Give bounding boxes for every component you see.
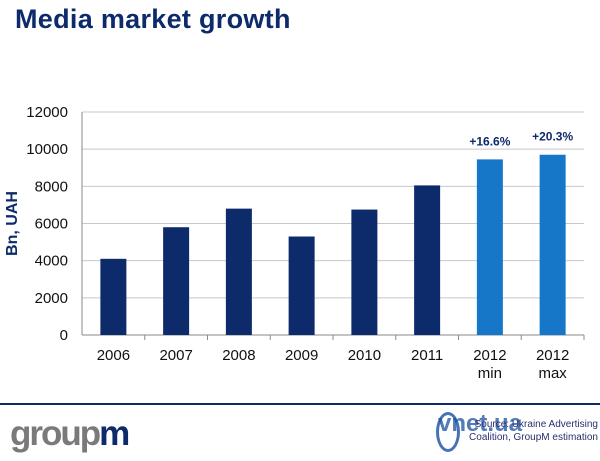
x-tick-label: 2008 — [222, 347, 255, 364]
bar — [414, 185, 441, 335]
x-tick-label: min — [478, 365, 502, 382]
y-tick-label: 8000 — [35, 178, 68, 195]
x-tick-label: 2009 — [285, 347, 318, 364]
y-axis-title: Bn, UAH — [4, 191, 21, 256]
source-block: vnet.ua Source: Ukraine Advertising Coal… — [436, 410, 598, 456]
x-tick-label: 2007 — [159, 347, 192, 364]
vnet-logo-icon — [436, 412, 460, 452]
y-tick-label: 0 — [60, 327, 68, 344]
data-label: +20.3% — [532, 130, 573, 144]
bar — [163, 227, 190, 335]
bar — [288, 236, 315, 335]
bar — [351, 209, 378, 335]
groupm-logo-text: group — [10, 414, 101, 453]
x-tick-label: 2012 — [473, 347, 506, 364]
source-note: Source: Ukraine Advertising Coalition, G… — [469, 419, 598, 443]
x-tick-label: max — [538, 365, 567, 382]
y-tick-label: 2000 — [35, 290, 68, 307]
groupm-logo: groupm — [10, 414, 130, 454]
footer-divider — [0, 403, 600, 405]
x-tick-label: 2006 — [97, 347, 130, 364]
y-tick-label: 6000 — [35, 216, 68, 233]
bar — [100, 258, 127, 335]
vnet-logo: vnet.ua — [438, 410, 523, 437]
y-tick-label: 4000 — [35, 253, 68, 270]
y-tick-label: 12000 — [26, 104, 68, 121]
y-tick-label: 10000 — [26, 141, 68, 158]
x-tick-label: 2012 — [536, 347, 569, 364]
data-label: +16.6% — [469, 134, 510, 148]
bar — [539, 154, 566, 335]
chart-title: Media market growth — [15, 4, 291, 34]
bar — [476, 159, 503, 335]
x-tick-label: 2010 — [348, 347, 381, 364]
groupm-logo-m: m — [99, 414, 130, 453]
bar — [225, 208, 252, 335]
bar-chart: 0 2000 4000 6000 8000 10000 12000 Bn, UAH 2006 20… — [4, 104, 585, 382]
x-tick-label: 2011 — [411, 347, 443, 364]
